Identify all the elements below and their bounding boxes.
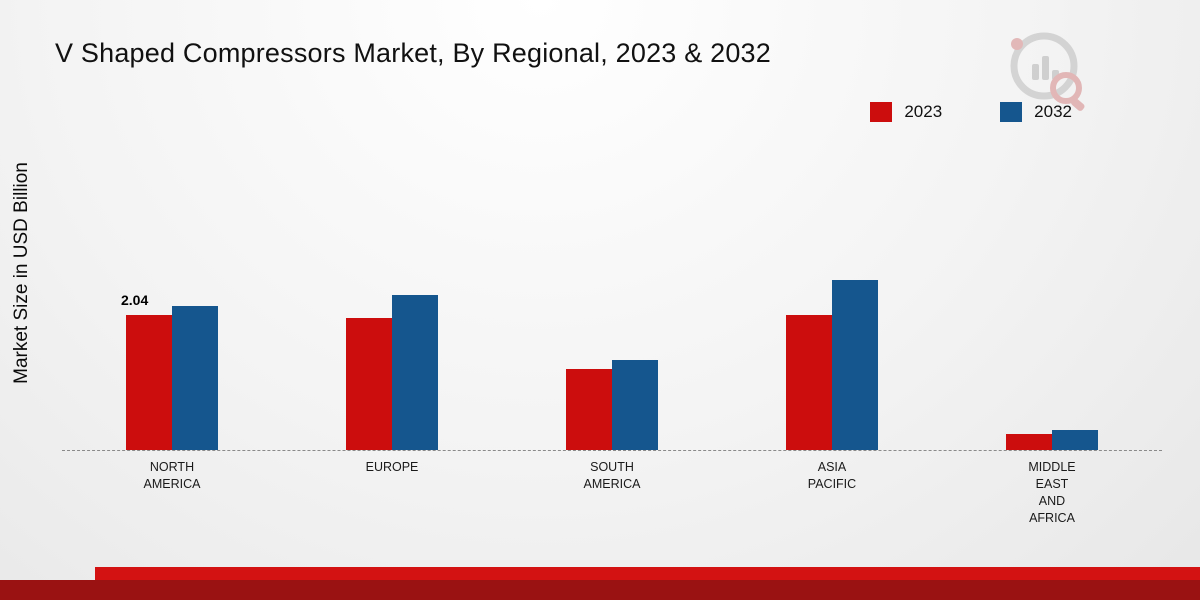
plot-area: 2.04 NORTH AMERICA EUROPE SOUTH AMERICA ASIA PA… — [62, 140, 1162, 525]
bar-group-middle-east-and-africa: MIDDLE EAST AND AFRICA — [1006, 430, 1098, 525]
bar-2032-north-america — [172, 306, 218, 450]
footer-stripe-dark — [0, 580, 1200, 600]
bars-pair — [346, 295, 438, 450]
x-axis-baseline — [62, 450, 1162, 451]
bar-2032-europe — [392, 295, 438, 450]
bar-2032-south-america — [612, 360, 658, 450]
legend-label: 2032 — [1034, 102, 1072, 121]
bar-2023-south-america — [566, 369, 612, 450]
legend: 2023 2032 — [870, 102, 1072, 122]
legend-item-2032: 2032 — [1000, 102, 1072, 122]
y-axis-label: Market Size in USD Billion — [11, 162, 32, 384]
bars-pair — [786, 280, 878, 450]
bar-2023-asia-pacific — [786, 315, 832, 450]
bar-2023-middle-east-and-africa — [1006, 434, 1052, 450]
category-label: NORTH AMERICA — [143, 460, 201, 491]
bar-group-north-america: 2.04 NORTH AMERICA — [121, 292, 218, 491]
category-label: MIDDLE EAST AND AFRICA — [1028, 460, 1076, 525]
legend-item-2023: 2023 — [870, 102, 942, 122]
bar-2023-europe — [346, 318, 392, 450]
bars-pair: 2.04 — [121, 292, 218, 450]
market-research-logo-icon — [1010, 32, 1085, 111]
data-label: 2.04 — [121, 292, 149, 308]
bar-2023-north-america: 2.04 — [121, 292, 172, 450]
chart-title: V Shaped Compressors Market, By Regional… — [55, 38, 771, 68]
legend-label: 2023 — [904, 102, 943, 121]
bars-pair — [1006, 430, 1098, 450]
legend-swatch-2032 — [1000, 102, 1023, 122]
bar-group-europe: EUROPE — [346, 295, 438, 474]
bar-2032-asia-pacific — [832, 280, 878, 450]
footer-stripe-light — [95, 567, 1200, 580]
category-label: EUROPE — [365, 460, 419, 474]
bar-group-south-america: SOUTH AMERICA — [566, 360, 658, 491]
bars-pair — [566, 360, 658, 450]
category-label: ASIA PACIFIC — [807, 460, 857, 491]
bar-group-asia-pacific: ASIA PACIFIC — [786, 280, 878, 491]
category-label: SOUTH AMERICA — [583, 460, 641, 491]
bar-2032-middle-east-and-africa — [1052, 430, 1098, 450]
legend-swatch-2023 — [870, 102, 893, 122]
